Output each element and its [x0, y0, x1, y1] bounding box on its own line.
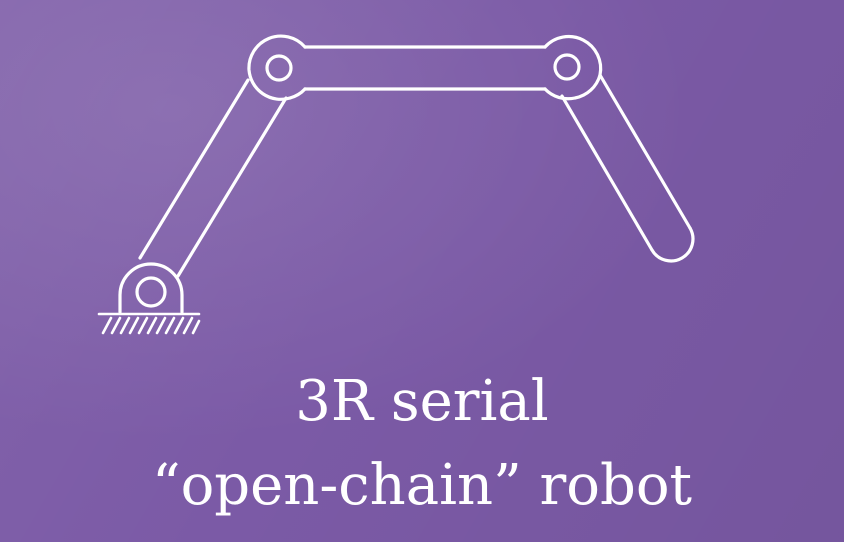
caption-line-1: 3R serial: [295, 369, 549, 434]
joint-2-housing-lower: [288, 87, 307, 100]
link-3-end-cap: [650, 226, 695, 263]
joint-2-pin: [265, 54, 293, 82]
joint-2-housing: [247, 34, 307, 101]
link-1: [138, 78, 288, 278]
joint-3-housing: [543, 34, 603, 101]
link-3: [560, 73, 692, 252]
ground-hatch: [97, 312, 201, 335]
base-joint-pin: [135, 276, 167, 308]
joint-3-pin: [553, 53, 581, 81]
link-2: [303, 45, 547, 91]
caption-line-2: “open-chain” robot: [151, 453, 693, 518]
base-joint-housing: [118, 262, 184, 314]
